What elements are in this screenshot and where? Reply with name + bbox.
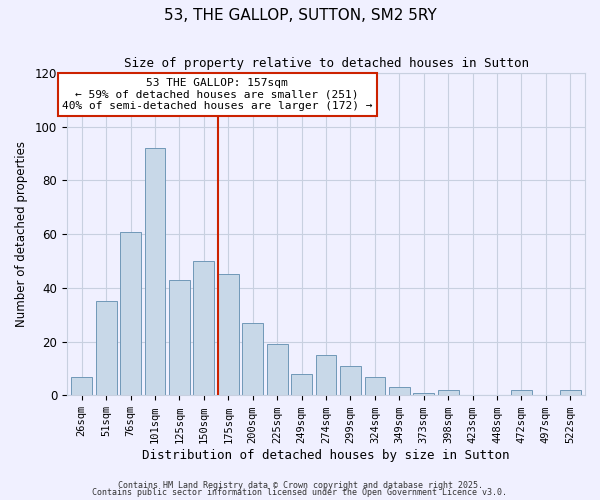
Bar [169, 280, 190, 396]
Title: Size of property relative to detached houses in Sutton: Size of property relative to detached ho… [124, 58, 529, 70]
Bar [560, 390, 581, 396]
Bar [511, 390, 532, 396]
Bar [340, 366, 361, 396]
Bar [193, 261, 214, 396]
Bar [438, 390, 458, 396]
Bar [413, 392, 434, 396]
Text: Contains HM Land Registry data © Crown copyright and database right 2025.: Contains HM Land Registry data © Crown c… [118, 480, 482, 490]
Bar [218, 274, 239, 396]
Bar [291, 374, 312, 396]
Bar [365, 376, 385, 396]
Bar [242, 323, 263, 396]
Y-axis label: Number of detached properties: Number of detached properties [15, 141, 28, 327]
Bar [145, 148, 166, 396]
Bar [96, 302, 116, 396]
Bar [389, 388, 410, 396]
Text: 53 THE GALLOP: 157sqm
← 59% of detached houses are smaller (251)
40% of semi-det: 53 THE GALLOP: 157sqm ← 59% of detached … [62, 78, 373, 111]
Bar [316, 355, 337, 396]
X-axis label: Distribution of detached houses by size in Sutton: Distribution of detached houses by size … [142, 450, 510, 462]
Bar [267, 344, 287, 396]
Text: Contains public sector information licensed under the Open Government Licence v3: Contains public sector information licen… [92, 488, 508, 497]
Bar [71, 376, 92, 396]
Text: 53, THE GALLOP, SUTTON, SM2 5RY: 53, THE GALLOP, SUTTON, SM2 5RY [164, 8, 436, 22]
Bar [120, 232, 141, 396]
